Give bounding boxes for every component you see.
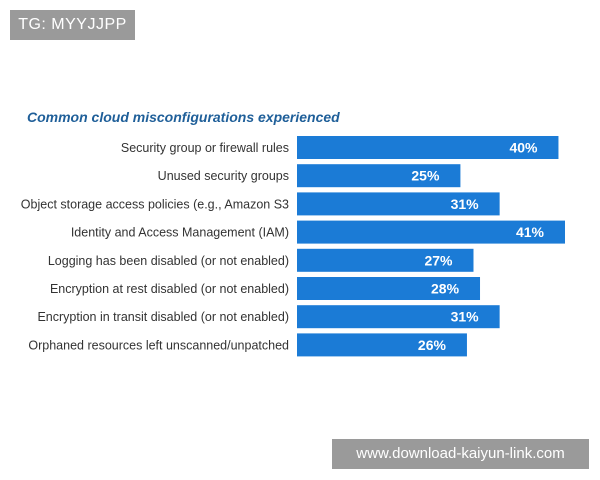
bar-row: Security group or firewall rules 40% (121, 136, 559, 159)
value-label: 31% (451, 196, 480, 212)
category-label: Encryption at rest disabled (or not enab… (50, 282, 289, 296)
chart-title: Common cloud misconfigurations experienc… (27, 109, 340, 125)
value-label: 31% (451, 309, 480, 325)
value-label: 27% (424, 252, 453, 268)
bar (297, 333, 467, 357)
category-label: Identity and Access Management (IAM) (71, 226, 289, 240)
bar-row: Orphaned resources left unscanned/unpatc… (28, 333, 467, 357)
bar-row: Object storage access policies (e.g., Am… (21, 192, 500, 216)
bar-row: Encryption in transit disabled (or not e… (37, 305, 500, 329)
category-label: Security group or firewall rules (121, 141, 289, 155)
category-label: Logging has been disabled (or not enable… (48, 254, 289, 268)
value-label: 25% (411, 168, 440, 184)
category-label: Unused security groups (158, 169, 289, 183)
bar (297, 305, 500, 329)
bar-row: Unused security groups 25% (158, 164, 461, 188)
watermark-bottom: www.download-kaiyun-link.com (332, 439, 589, 469)
bar-row: Encryption at rest disabled (or not enab… (50, 277, 481, 300)
category-label: Object storage access policies (e.g., Am… (21, 197, 289, 211)
value-label: 40% (509, 140, 538, 156)
bar-row: Logging has been disabled (or not enable… (48, 248, 474, 272)
bar (297, 192, 500, 216)
bar (297, 220, 565, 244)
bar (297, 164, 461, 188)
category-label: Encryption in transit disabled (or not e… (37, 310, 289, 324)
value-label: 28% (431, 281, 460, 297)
value-label: 26% (418, 337, 447, 353)
value-label: 41% (516, 224, 545, 240)
bar (297, 136, 559, 159)
watermark-top: TG: MYYJJPP (10, 10, 135, 40)
bar (297, 248, 474, 272)
bar-row: Identity and Access Management (IAM) 41% (71, 220, 565, 244)
bar (297, 277, 481, 300)
category-label: Orphaned resources left unscanned/unpatc… (28, 338, 289, 352)
